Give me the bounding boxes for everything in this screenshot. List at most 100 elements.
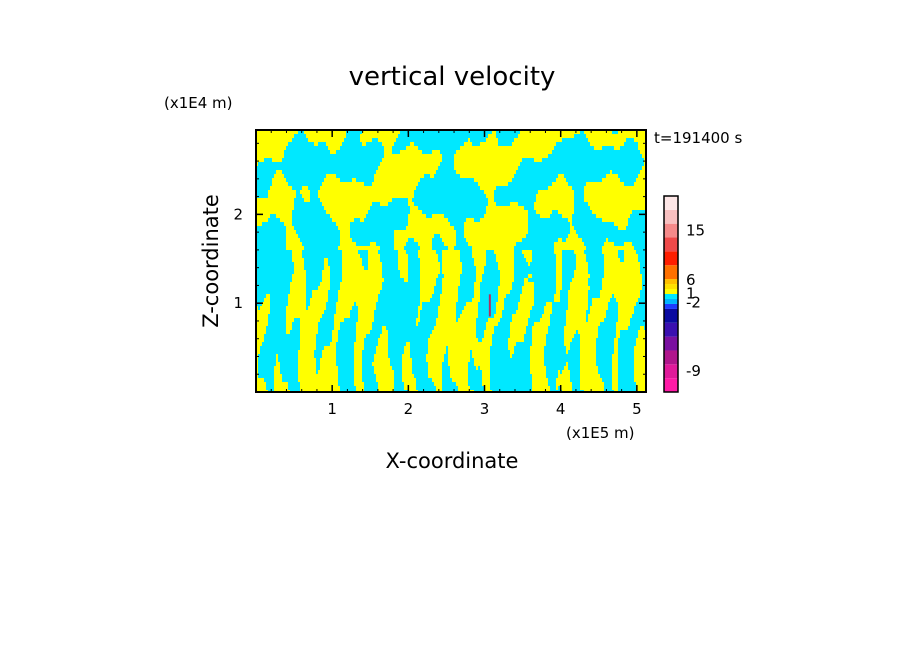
field-cell	[292, 254, 302, 258]
field-cell	[334, 318, 344, 322]
field-cell	[368, 262, 382, 266]
field-cell	[580, 338, 596, 342]
field-cell	[336, 302, 354, 306]
field-cell	[322, 354, 336, 358]
field-cell	[320, 282, 330, 286]
field-cell	[368, 254, 380, 258]
field-cell	[342, 262, 362, 266]
field-cell	[354, 358, 362, 362]
plot-frame	[255, 129, 647, 393]
field-cell	[306, 134, 346, 138]
field-cell	[614, 350, 618, 354]
colorbar-swatch	[664, 265, 678, 280]
field-cell	[484, 334, 492, 338]
field-cell	[642, 154, 646, 158]
field-cell	[492, 130, 496, 134]
x-axis-ticks: 1 2 3 4 5	[270, 130, 642, 418]
field-cell	[604, 274, 642, 278]
field-cell	[498, 262, 514, 266]
field-cell	[272, 178, 286, 182]
field-cell	[292, 274, 306, 278]
field-cell	[508, 342, 516, 346]
field-cell	[526, 258, 532, 262]
field-cell	[634, 358, 646, 362]
field-cell	[362, 130, 400, 134]
field-cell	[476, 266, 484, 270]
y-unit-label: (x1E4 m)	[164, 94, 233, 112]
field-cell	[614, 146, 620, 150]
field-cell	[484, 386, 490, 390]
field-cell	[416, 318, 420, 322]
field-cell	[402, 370, 412, 374]
field-cell	[398, 266, 408, 270]
colorbar-label: 15	[686, 222, 705, 240]
field-cell	[512, 318, 528, 322]
field-cell	[400, 274, 408, 278]
field-cell	[464, 222, 528, 226]
field-cell	[342, 254, 360, 258]
field-cell	[440, 302, 456, 306]
field-cell	[604, 254, 618, 258]
field-cell	[442, 254, 460, 258]
field-cell	[286, 246, 304, 250]
field-cell	[528, 262, 530, 266]
field-cell	[382, 142, 394, 146]
field-cell	[372, 182, 418, 186]
field-cell	[340, 242, 356, 246]
field-cell	[508, 338, 524, 342]
field-cell	[570, 226, 574, 230]
field-cell	[420, 274, 438, 278]
field-cell	[394, 242, 406, 246]
field-cell	[580, 362, 596, 366]
field-cell	[294, 266, 304, 270]
field-cell	[256, 214, 270, 218]
field-cell	[400, 270, 408, 274]
field-cell	[318, 190, 414, 194]
field-cell	[442, 270, 462, 274]
field-cell	[482, 382, 490, 386]
field-cell	[580, 354, 596, 358]
field-cell	[286, 238, 300, 242]
field-cell	[634, 354, 646, 358]
field-cell	[256, 198, 294, 202]
field-cell	[634, 370, 646, 374]
field-cell	[530, 362, 544, 366]
field-cell	[580, 374, 600, 378]
field-cell	[460, 174, 514, 178]
field-cell	[556, 270, 562, 274]
field-cell	[586, 134, 646, 138]
field-cell	[330, 150, 336, 154]
field-cell	[358, 314, 374, 318]
field-cell	[614, 338, 618, 342]
field-cell	[498, 266, 514, 270]
field-cell	[420, 282, 436, 286]
field-cell	[260, 306, 270, 310]
colorbar-swatch	[664, 251, 678, 266]
field-cell	[510, 202, 518, 206]
field-cell	[636, 382, 646, 386]
field-cell	[318, 194, 414, 198]
field-cell	[342, 274, 382, 278]
colorbar-swatch	[664, 294, 678, 299]
field-cell	[330, 342, 336, 346]
field-cell	[374, 178, 420, 182]
field-cell	[256, 150, 284, 154]
field-cell	[480, 218, 528, 222]
field-cell	[488, 318, 500, 322]
field-accent	[488, 294, 491, 317]
field-cell	[334, 322, 340, 326]
field-cell	[636, 338, 646, 342]
field-cell	[520, 130, 580, 134]
field-cell	[472, 350, 490, 354]
field-cell	[420, 262, 440, 266]
field-cell	[332, 334, 338, 338]
field-cell	[454, 158, 522, 162]
field-cell	[442, 290, 458, 294]
field-cell	[554, 298, 560, 302]
field-cell	[256, 382, 266, 386]
field-cell	[264, 298, 270, 302]
field-cell	[474, 262, 486, 266]
field-cell	[324, 258, 328, 262]
field-cell	[574, 250, 584, 254]
field-cell	[558, 238, 562, 242]
